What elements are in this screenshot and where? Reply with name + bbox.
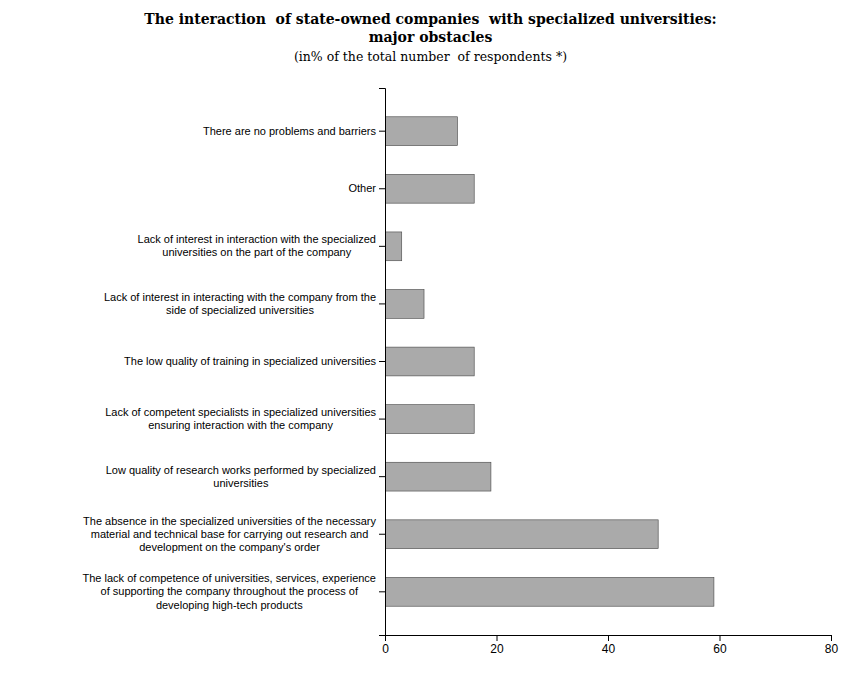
- title-line: major obstacles: [369, 29, 493, 45]
- y-tick: Lack of competent specialists in special…: [105, 406, 385, 431]
- y-tick: Lack of interest in interacting with the…: [104, 291, 385, 316]
- title-line: The interaction of state-owned companies…: [144, 11, 716, 27]
- y-tick-label-line: Lack of interest in interacting with the…: [104, 291, 376, 303]
- y-tick-label-line: side of specialized universities: [166, 304, 314, 316]
- y-tick-label-line: Other: [348, 182, 376, 194]
- y-tick-label: There are no problems and barriers: [203, 125, 377, 137]
- y-tick-mark: [379, 591, 385, 592]
- y-tick: The lack of competence of universities, …: [83, 572, 385, 610]
- bar: [385, 577, 714, 606]
- chart-svg: The interaction of state-owned companies…: [0, 0, 861, 675]
- y-tick-label: Lack of competent specialists in special…: [105, 406, 376, 431]
- y-tick: The absence in the specialized universit…: [83, 515, 385, 553]
- y-axis: There are no problems and barriers Other L…: [83, 89, 386, 636]
- y-tick: Lack of interest in interaction with the…: [138, 233, 385, 258]
- x-tick: 0: [382, 635, 389, 656]
- y-axis-line: [379, 89, 386, 636]
- y-tick-label: The lack of competence of universities, …: [83, 572, 376, 610]
- y-tick-label-line: developing high-tech products: [156, 599, 303, 611]
- y-tick-mark: [379, 534, 385, 535]
- plot: 0 20 40 60 80 There are no problems and barri…: [83, 89, 839, 656]
- x-tick-mark: [608, 635, 609, 641]
- bar: [385, 347, 474, 376]
- bar: [385, 117, 457, 146]
- y-tick-label-line: Low quality of research works performed …: [106, 464, 376, 476]
- y-tick-label-line: of supporting the company throughout the…: [101, 585, 359, 597]
- x-tick: 20: [490, 635, 504, 656]
- bar: [385, 232, 402, 261]
- bar: [385, 290, 424, 319]
- y-tick-label-line: The low quality of training in specializ…: [124, 355, 376, 367]
- x-tick: 40: [602, 635, 616, 656]
- y-tick-label-line: The lack of competence of universities, …: [83, 572, 376, 584]
- y-tick-label-line: The absence in the specialized universit…: [83, 515, 376, 527]
- x-tick-label: 60: [713, 642, 727, 656]
- y-tick-mark: [379, 246, 385, 247]
- y-tick-mark: [379, 303, 385, 304]
- y-tick-mark: [379, 188, 385, 189]
- x-tick-mark: [831, 635, 832, 641]
- y-tick-label: Low quality of research works performed …: [106, 464, 376, 489]
- y-tick-label-line: Lack of competent specialists in special…: [105, 406, 376, 418]
- x-tick: 80: [825, 635, 839, 656]
- y-tick-label-line: Lack of interest in interaction with the…: [138, 233, 376, 245]
- y-tick-mark: [379, 476, 385, 477]
- x-tick: 60: [713, 635, 727, 656]
- y-tick-label-line: material and technical base for carrying…: [91, 528, 369, 540]
- y-tick: There are no problems and barriers: [203, 125, 385, 137]
- bar: [385, 520, 658, 549]
- y-tick-label-line: ensuring interaction with the company: [148, 419, 333, 431]
- chart-container: The interaction of state-owned companies…: [0, 0, 861, 675]
- y-tick-label-line: There are no problems and barriers: [203, 125, 377, 137]
- y-tick-label: The absence in the specialized universit…: [83, 515, 376, 553]
- title: The interaction of state-owned companies…: [144, 11, 716, 45]
- y-tick-label: Lack of interest in interacting with the…: [104, 291, 376, 316]
- x-tick-mark: [497, 635, 498, 641]
- x-tick-label: 40: [602, 642, 616, 656]
- y-tick-label: Other: [348, 182, 376, 194]
- y-tick: The low quality of training in specializ…: [124, 355, 385, 367]
- x-tick-label: 20: [490, 642, 504, 656]
- y-tick: Other: [348, 182, 385, 194]
- y-tick-mark: [379, 131, 385, 132]
- y-tick-label-line: universities: [213, 477, 269, 489]
- bar: [385, 405, 474, 434]
- y-tick: Low quality of research works performed …: [106, 464, 385, 489]
- y-tick-label: The low quality of training in specializ…: [124, 355, 376, 367]
- y-tick-label: Lack of interest in interaction with the…: [138, 233, 376, 258]
- bar: [385, 174, 474, 203]
- bar: [385, 462, 491, 491]
- y-tick-label-line: universities on the part of the company: [162, 246, 351, 258]
- x-tick-mark: [720, 635, 721, 641]
- x-tick-label: 0: [382, 642, 389, 656]
- y-tick-mark: [379, 419, 385, 420]
- subtitle: (in% of the total number of respondents …: [294, 49, 567, 64]
- bars: [385, 117, 714, 606]
- x-axis-line: [386, 636, 832, 642]
- x-axis: 0 20 40 60 80: [382, 635, 838, 656]
- y-tick-mark: [379, 361, 385, 362]
- y-tick-label-line: development on the company's order: [139, 541, 320, 553]
- x-tick-label: 80: [825, 642, 839, 656]
